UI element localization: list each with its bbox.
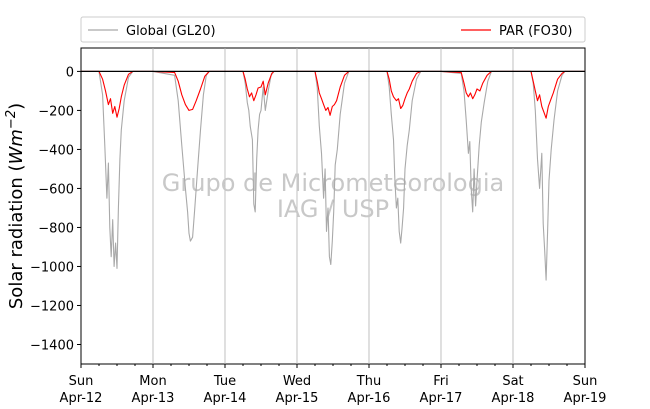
y-tick-label: −600 [38,182,74,197]
y-axis-label: Solar radiation (Wm−2) [4,103,27,309]
y-axis-label-math: Wm [6,129,27,164]
x-tick-day: Mon [139,374,166,389]
y-axis-label-suffix: ) [6,103,27,110]
series-line-global [81,70,585,281]
x-tick-day: Thu [356,374,381,389]
x-tick-date: Apr-13 [132,391,175,406]
x-tick-date: Apr-17 [420,391,463,406]
y-axis-label-exp: −2 [4,110,19,129]
x-tick-date: Apr-15 [276,391,319,406]
x-tick-day: Tue [213,374,236,389]
y-tick-label: −400 [38,143,74,158]
x-axis: Sun Apr-12 Mon Apr-13 Tue Apr-14 Wed Apr-15 Thu A… [60,364,607,406]
y-tick-label: −1400 [30,338,74,353]
y-tick-label: −1200 [30,299,74,314]
x-tick-date: Apr-16 [348,391,391,406]
legend-box [80,16,586,43]
watermark: Grupo de Micrometeorologia IAG / USP [162,169,504,223]
x-tick-date: Apr-14 [204,391,247,406]
legend-label-par: PAR (FO30) [499,24,572,39]
legend: Global (GL20) PAR (FO30) [80,16,586,43]
y-axis: 0 −200 −400 −600 −800 −1000 −1200 −1400 [30,65,81,353]
watermark-line-1: Grupo de Micrometeorologia [162,169,504,197]
x-tick-date: Apr-19 [564,391,607,406]
y-axis-label-prefix: Solar radiation ( [6,164,27,309]
x-tick-date: Apr-18 [492,391,535,406]
x-tick-day: Fri [433,374,449,389]
x-tick-day: Sat [502,374,523,389]
y-tick-label: −1000 [30,260,74,275]
x-tick-date: Apr-12 [60,391,103,406]
x-tick-day: Wed [283,374,311,389]
y-tick-label: 0 [66,65,74,80]
y-tick-label: −200 [38,104,74,119]
series-line-par [81,70,585,119]
legend-label-global: Global (GL20) [126,24,216,39]
grid-lines [152,48,514,364]
y-tick-label: −800 [38,221,74,236]
x-tick-day: Sun [573,374,598,389]
series-lines [81,70,585,281]
x-tick-day: Sun [69,374,94,389]
